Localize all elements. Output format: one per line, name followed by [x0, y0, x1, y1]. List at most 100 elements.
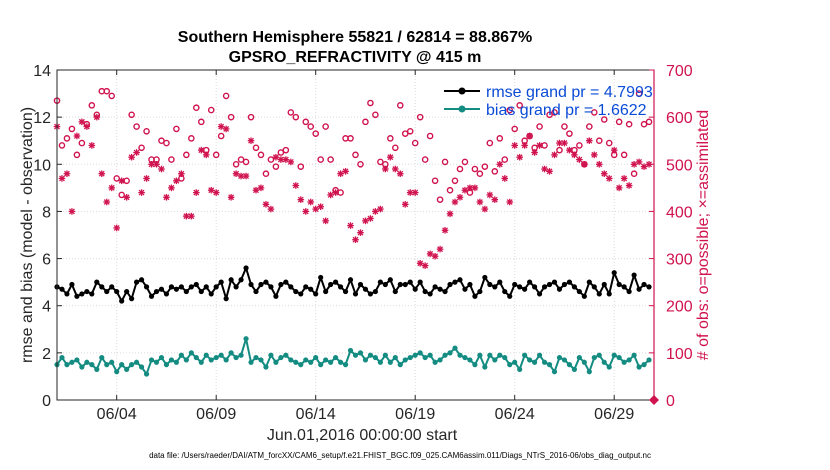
bias-data-point — [352, 352, 359, 358]
y-tick-label: 10 — [33, 157, 51, 174]
bias-data-point — [69, 359, 75, 365]
bias-data-point — [551, 369, 558, 375]
assimilated-obs-marker — [605, 175, 613, 182]
assimilated-obs-marker — [521, 142, 528, 149]
bias-data-point — [561, 357, 568, 363]
bias-data-point — [646, 357, 652, 363]
assimilated-obs-marker — [212, 189, 220, 196]
bias-data-point — [238, 352, 244, 358]
assimilated-obs-marker — [382, 165, 389, 173]
bias-data-point — [293, 359, 299, 365]
possible-obs-marker — [605, 139, 613, 147]
possible-obs-marker — [451, 177, 459, 185]
rmse-data-point — [223, 296, 229, 302]
bias-data-point — [432, 359, 438, 365]
bias-data-point — [233, 354, 239, 361]
assimilated-obs-marker — [387, 153, 394, 161]
possible-obs-marker — [192, 104, 200, 112]
assimilated-obs-marker — [357, 229, 364, 236]
assimilated-obs-marker — [625, 182, 633, 189]
assimilated-obs-marker — [193, 189, 200, 196]
assimilated-obs-marker — [431, 252, 439, 260]
rmse-data-point — [263, 279, 269, 285]
possible-obs-marker — [257, 151, 265, 159]
assimilated-obs-marker — [595, 160, 603, 168]
bias-data-point — [104, 362, 110, 368]
bias-data-point — [213, 354, 219, 361]
possible-obs-marker — [307, 123, 315, 130]
assimilated-obs-marker — [287, 158, 295, 166]
possible-obs-marker — [401, 130, 409, 137]
rmse-data-point — [532, 284, 538, 290]
assimilated-obs-marker — [635, 158, 643, 166]
rmse-data-point — [213, 284, 219, 290]
assimilated-obs-marker — [317, 203, 324, 211]
x-tick-label: 06/24 — [495, 406, 535, 423]
possible-obs-marker — [620, 151, 628, 159]
possible-obs-marker — [556, 146, 563, 154]
bias-data-point — [387, 359, 393, 365]
y-tick-label: 0 — [42, 393, 51, 410]
rmse-data-point — [591, 284, 597, 290]
possible-obs-marker — [461, 158, 469, 166]
assimilated-obs-marker — [571, 151, 578, 159]
possible-obs-marker — [287, 109, 295, 116]
possible-obs-marker — [471, 165, 479, 173]
bias-data-point — [437, 357, 443, 363]
rmse-data-point — [621, 284, 627, 290]
bias-data-point — [74, 357, 80, 363]
assimilated-obs-marker — [173, 177, 180, 185]
bias-data-point — [641, 362, 647, 368]
possible-obs-marker — [292, 113, 300, 121]
bias-data-point — [606, 364, 612, 370]
possible-obs-marker — [352, 151, 359, 159]
rmse-data-point — [437, 286, 443, 292]
rmse-data-point — [487, 281, 493, 288]
rmse-data-point — [79, 291, 85, 297]
plot-background — [57, 70, 654, 400]
y-right-tick-label: 0 — [666, 393, 675, 410]
possible-obs-marker — [197, 118, 205, 126]
possible-obs-marker — [73, 151, 81, 159]
rmse-data-point — [447, 281, 453, 288]
rmse-data-point — [188, 284, 194, 290]
bias-data-point — [591, 354, 597, 361]
possible-obs-marker — [476, 170, 484, 178]
bias-data-point — [288, 357, 294, 363]
assimilated-obs-marker — [610, 146, 618, 154]
bias-data-point — [119, 362, 125, 368]
bias-data-point — [517, 366, 523, 372]
bias-data-point — [621, 359, 627, 365]
assimilated-obs-marker — [88, 142, 96, 149]
rmse-data-point — [442, 288, 448, 295]
rmse-data-point — [104, 288, 110, 295]
bias-data-point — [601, 359, 607, 365]
possible-obs-marker — [282, 146, 290, 154]
rmse-data-point — [452, 279, 458, 285]
bias-data-point — [303, 357, 309, 363]
assimilated-obs-marker — [282, 156, 290, 163]
possible-obs-marker — [615, 118, 623, 126]
rmse-data-point — [148, 293, 155, 299]
bias-data-point — [556, 354, 563, 361]
assimilated-obs-marker — [362, 217, 369, 225]
possible-obs-marker — [357, 160, 364, 168]
rmse-data-point — [551, 279, 558, 285]
assimilated-obs-marker — [342, 168, 349, 175]
assimilated-obs-marker — [262, 201, 270, 208]
bias-data-point — [342, 362, 349, 368]
assimilated-obs-marker — [396, 170, 404, 178]
rmse-data-point — [248, 281, 254, 288]
possible-obs-marker — [68, 125, 76, 133]
possible-obs-marker — [600, 116, 608, 123]
bias-data-point — [611, 352, 617, 358]
chart-title: Southern Hemisphere 55821 / 62814 = 88.8… — [178, 29, 532, 46]
assimilated-obs-marker — [372, 208, 379, 215]
assimilated-obs-marker — [128, 153, 135, 161]
rmse-data-point — [89, 291, 95, 297]
y-axis-label: rmse and bias (model - observation) — [19, 107, 36, 363]
assimilated-obs-marker — [546, 168, 553, 175]
bias-data-point — [422, 354, 428, 361]
assimilated-obs-marker — [322, 217, 329, 225]
y-tick-label: 4 — [42, 299, 51, 316]
